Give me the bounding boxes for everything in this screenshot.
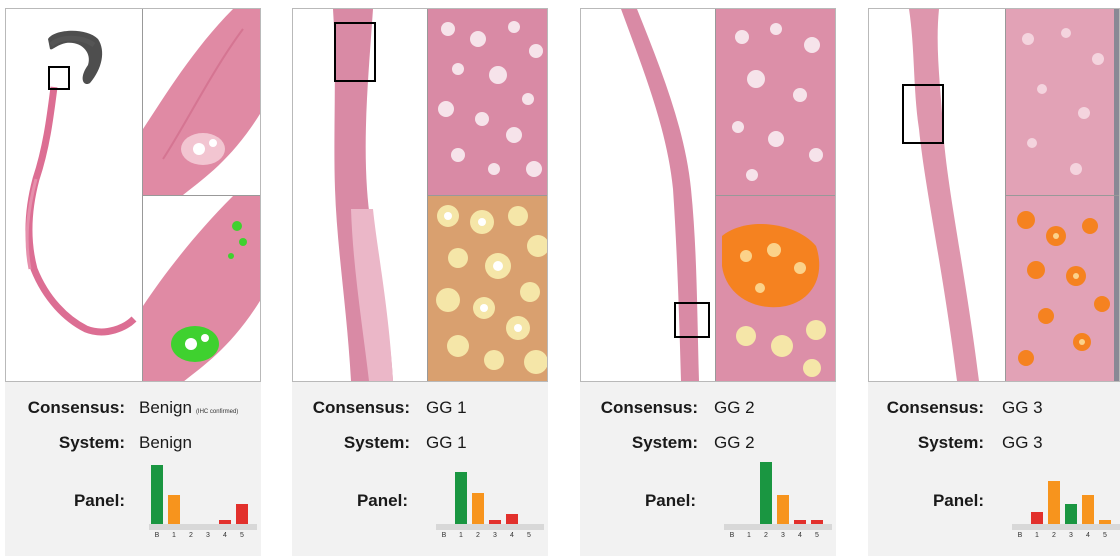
panel-bar-2 xyxy=(472,493,484,524)
case-card-gg1: Consensus: GG 1 System: GG 1 Panel: B 1 2 3… xyxy=(292,8,548,556)
zoom-panel-overlay xyxy=(142,195,260,381)
whole-slide-biopsy xyxy=(621,9,710,381)
system-value: Benign xyxy=(139,433,192,452)
panel-tick-label: B xyxy=(729,532,735,539)
system-label: System: xyxy=(58,433,125,452)
system-value: GG 3 xyxy=(1002,433,1043,452)
panel-tick-label: 3 xyxy=(1069,532,1073,539)
slide-images xyxy=(292,8,548,382)
consensus-value: Benign (IHC confirmed) xyxy=(139,398,239,417)
panel-bar-3 xyxy=(777,495,789,524)
panel-bar-chart: B 1 2 3 4 5 xyxy=(149,460,259,539)
consensus-value: GG 3 xyxy=(1002,398,1043,417)
panel-tick-label: 3 xyxy=(206,532,210,539)
panel-tick-label: 4 xyxy=(1086,532,1090,539)
panel-tick-label: 2 xyxy=(764,532,768,539)
case-card-benign: Consensus: Benign (IHC confirmed) System:… xyxy=(5,8,261,556)
panel-bar-chart: B 1 2 3 4 5 xyxy=(724,460,834,539)
grading-info: Consensus: GG 2 System: GG 2 Panel: B 1 2 3… xyxy=(580,382,836,556)
case-card-gg3: Consensus: GG 3 System: GG 3 Panel: B 1 2 3… xyxy=(868,8,1120,556)
panel-bar-5 xyxy=(1099,520,1111,524)
case-card-gg2: Consensus: GG 2 System: GG 2 Panel: B 1 2 3… xyxy=(580,8,836,556)
panel-tick-label: 5 xyxy=(815,532,819,539)
grading-info: Consensus: GG 1 System: GG 1 Panel: B 1 2 3… xyxy=(292,382,548,556)
panel-tick-label: 2 xyxy=(1052,532,1056,539)
zoom-panel-he xyxy=(427,9,547,195)
panel-bar-1 xyxy=(168,495,180,524)
whole-slide-biopsy xyxy=(333,9,393,381)
panel-chart-baseline xyxy=(1012,524,1120,530)
panel-bar-3 xyxy=(489,520,501,524)
panel-tick-label: 2 xyxy=(189,532,193,539)
panel-bar-4 xyxy=(506,514,518,524)
panel-bar-5 xyxy=(236,504,248,524)
panel-bar-1 xyxy=(455,472,467,524)
system-value: GG 1 xyxy=(426,433,467,452)
panel-tick-label: 4 xyxy=(223,532,227,539)
panel-bar-3 xyxy=(1065,504,1077,524)
panel-bar-B xyxy=(151,465,163,524)
consensus-label: Consensus: xyxy=(27,398,125,417)
panel-tick-label: 1 xyxy=(1035,532,1039,539)
panel-bar-2 xyxy=(1048,481,1060,524)
panel-tick-label: B xyxy=(154,532,160,539)
panel-bar-chart: B 1 2 3 4 5 xyxy=(1012,460,1120,539)
consensus-label: Consensus: xyxy=(886,398,984,417)
slide-images xyxy=(868,8,1120,382)
panel-tick-label: B xyxy=(1017,532,1023,539)
zoom-panel-overlay xyxy=(715,195,835,381)
whole-slide-biopsy xyxy=(25,30,137,336)
panel-label: Panel: xyxy=(932,491,984,510)
panel-chart-baseline xyxy=(724,524,832,530)
panel-tick-label: 5 xyxy=(527,532,531,539)
system-value: GG 2 xyxy=(714,433,755,452)
consensus-label: Consensus: xyxy=(312,398,410,417)
panel-chart-baseline xyxy=(436,524,544,530)
zoom-panel-he xyxy=(1005,9,1119,195)
panel-tick-label: 3 xyxy=(493,532,497,539)
panel-chart-baseline xyxy=(149,524,257,530)
panel-bar-2 xyxy=(760,462,772,524)
panel-bar-chart: B 1 2 3 4 5 xyxy=(436,460,546,539)
consensus-value: GG 1 xyxy=(426,398,467,417)
panel-bar-4 xyxy=(1082,495,1094,524)
panel-tick-label: 2 xyxy=(476,532,480,539)
panel-tick-label: 4 xyxy=(798,532,802,539)
whole-slide-biopsy xyxy=(902,9,979,381)
zoom-panel-overlay xyxy=(427,195,547,381)
panel-tick-label: 4 xyxy=(510,532,514,539)
panel-bar-1 xyxy=(1031,512,1043,524)
zoom-panel-overlay xyxy=(1005,195,1119,381)
slide-images xyxy=(580,8,836,382)
panel-tick-label: 1 xyxy=(172,532,176,539)
zoom-panel-he xyxy=(715,9,835,195)
panel-tick-label: 1 xyxy=(747,532,751,539)
panel-label: Panel: xyxy=(73,491,125,510)
panel-label: Panel: xyxy=(644,491,696,510)
consensus-value: GG 2 xyxy=(714,398,755,417)
zoom-panel-he xyxy=(142,9,260,195)
system-label: System: xyxy=(631,433,698,452)
panel-tick-label: B xyxy=(441,532,447,539)
system-label: System: xyxy=(917,433,984,452)
panel-bar-4 xyxy=(219,520,231,524)
panel-tick-label: 3 xyxy=(781,532,785,539)
slide-images xyxy=(5,8,261,382)
system-label: System: xyxy=(343,433,410,452)
grading-info: Consensus: Benign (IHC confirmed) System:… xyxy=(5,382,261,556)
panel-tick-label: 5 xyxy=(240,532,244,539)
panel-tick-label: 1 xyxy=(459,532,463,539)
panel-bar-4 xyxy=(794,520,806,524)
panel-label: Panel: xyxy=(356,491,408,510)
panel-bar-5 xyxy=(811,520,823,524)
consensus-label: Consensus: xyxy=(600,398,698,417)
panel-tick-label: 5 xyxy=(1103,532,1107,539)
grading-info: Consensus: GG 3 System: GG 3 Panel: B 1 2 3… xyxy=(868,382,1120,556)
consensus-note: (IHC confirmed) xyxy=(195,409,239,415)
